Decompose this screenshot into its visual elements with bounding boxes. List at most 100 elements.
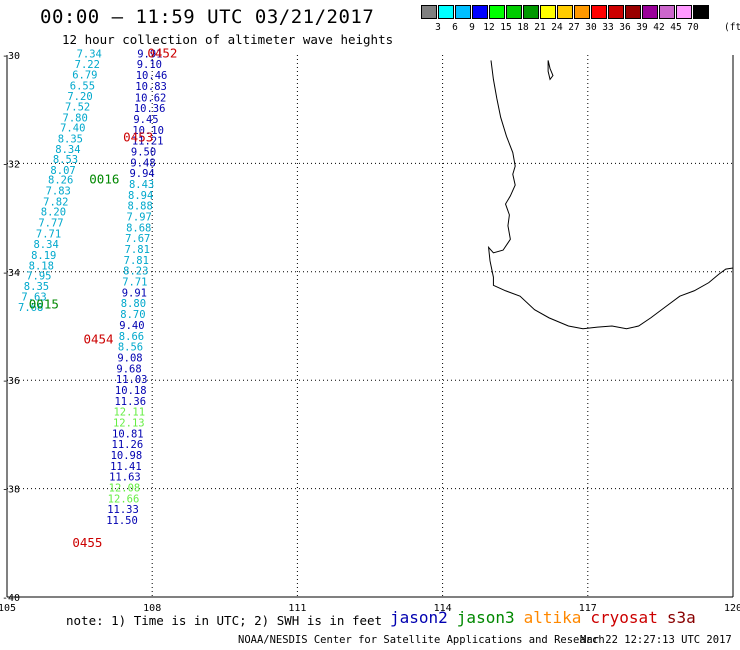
wave-height-value: 12.13 — [113, 417, 145, 429]
scale-swatch — [489, 5, 505, 19]
scale-swatch — [659, 5, 675, 19]
map-axes: 105 108 111 114 117 120 -30 -32 -34 -36 -38 -40 — [0, 51, 740, 614]
wave-height-value: 10.83 — [135, 81, 167, 93]
scale-swatch — [472, 5, 488, 19]
wave-height-value: 8.35 — [58, 133, 83, 145]
scale-tick-label: 21 — [534, 22, 546, 33]
scale-swatch — [574, 5, 590, 19]
lon-tick-label: 108 — [143, 603, 161, 614]
wave-height-value: 9.50 — [131, 146, 156, 158]
scale-swatch — [421, 5, 437, 19]
scale-tick-label: 3 — [435, 22, 441, 33]
wave-height-value: 11.21 — [132, 136, 164, 148]
scale-swatch — [642, 5, 658, 19]
wave-height-value: 10.10 — [132, 125, 164, 137]
wave-height-value: 11.26 — [112, 439, 144, 451]
wave-height-value: 11.36 — [114, 396, 146, 408]
lon-tick-label: 111 — [288, 603, 306, 614]
wave-height-value: 11.63 — [109, 472, 141, 484]
wave-height-value: 8.34 — [55, 144, 80, 156]
lat-tick-label: -32 — [2, 159, 20, 170]
wave-height-value: 8.88 — [128, 201, 153, 213]
scale-tick-label: 9 — [469, 22, 475, 33]
wave-height-value: 12.08 — [109, 483, 141, 495]
wave-height-value: 7.67 — [125, 233, 150, 245]
wave-height-value: 8.68 — [126, 222, 151, 234]
wave-height-value: 9.48 — [130, 157, 155, 169]
legend-item-jason3: jason3 — [456, 608, 515, 627]
lat-tick-label: -30 — [2, 51, 20, 62]
track-time-label: 0455 — [72, 535, 102, 550]
scale-swatch — [438, 5, 454, 19]
wave-height-value: 7.83 — [46, 186, 71, 198]
track-time-label: 0454 — [83, 332, 113, 347]
lat-tick-label: -34 — [2, 268, 20, 279]
scale-swatch — [455, 5, 471, 19]
track-time-label: 0016 — [89, 172, 119, 187]
wave-height-value: 12.66 — [108, 493, 140, 505]
scale-tick-label: 45 — [670, 22, 682, 33]
wave-height-value: 10.98 — [111, 450, 143, 462]
scale-swatch — [506, 5, 522, 19]
scale-tick-label: 24 — [551, 22, 563, 33]
wave-height-value: 7.82 — [43, 196, 68, 208]
scale-swatch — [523, 5, 539, 19]
wave-height-value: 9.08 — [117, 352, 142, 364]
scale-tick-label: 39 — [636, 22, 648, 33]
legend-item-altika: altika — [523, 608, 582, 627]
wave-height-value: 11.33 — [107, 504, 139, 516]
scale-tick-label: 15 — [500, 22, 512, 33]
wave-height-value: 8.66 — [119, 331, 144, 343]
scale-tick-label: 18 — [517, 22, 529, 33]
track-time-label: 0015 — [29, 296, 59, 311]
wave-height-value: 7.40 — [60, 123, 85, 135]
wave-height-value: 9.40 — [119, 320, 144, 332]
credit-line: NOAA/NESDIS Center for Satellite Applica… — [238, 634, 605, 646]
satellite-legend: jason2 jason3 altika cryosat s3a — [390, 608, 705, 627]
wave-height-value: 6.55 — [70, 80, 95, 92]
scale-tick-label: 12 — [483, 22, 495, 33]
wave-height-value: 8.80 — [121, 298, 146, 310]
legend-item-cryosat: cryosat — [590, 608, 658, 627]
wave-height-value: 12.11 — [113, 407, 145, 419]
map-title: 00:00 — 11:59 UTC 03/21/2017 — [40, 6, 375, 28]
wave-height-value: 7.81 — [125, 244, 150, 256]
wave-height-value: 9.10 — [137, 59, 162, 71]
wave-height-value: 10.18 — [115, 385, 147, 397]
lat-tick-label: -40 — [2, 593, 20, 604]
wave-height-value: 8.20 — [41, 207, 66, 219]
wave-height-value: 8.23 — [123, 266, 148, 278]
wave-height-value: 11.50 — [106, 515, 138, 527]
track-labels: 0452 0453 0016 0015 0454 0455 — [29, 45, 178, 549]
legend-item-jason2: jason2 — [390, 608, 448, 627]
wave-height-value: 8.34 — [33, 239, 58, 251]
wave-height-value: 8.18 — [29, 260, 54, 272]
wave-height-value: 10.46 — [136, 70, 168, 82]
wave-height-value: 7.81 — [124, 255, 149, 267]
lat-tick-label: -36 — [2, 376, 20, 387]
scale-tick-label: 70 — [687, 22, 699, 33]
coastline — [487, 60, 734, 330]
wave-height-value: 7.22 — [75, 59, 100, 71]
wave-height-value: 8.70 — [120, 309, 145, 321]
generated-timestamp: Mar 22 12:27:13 UTC 2017 — [580, 634, 732, 646]
wave-height-value: 9.91 — [137, 48, 162, 60]
wave-height-value: 9.94 — [129, 168, 154, 180]
wave-height-value: 11.03 — [116, 374, 148, 386]
scale-tick-label: 42 — [653, 22, 665, 33]
wave-height-value: 8.19 — [31, 250, 56, 262]
wave-height-value: 8.07 — [50, 165, 75, 177]
map-grid — [7, 55, 733, 597]
footer-note: note: 1) Time is in UTC; 2) SWH is in fe… — [66, 613, 383, 628]
lon-tick-label: 105 — [0, 603, 16, 614]
wave-height-value: 10.81 — [112, 428, 144, 440]
wave-height-value: 7.52 — [65, 101, 90, 113]
wave-height-value: 7.71 — [36, 228, 61, 240]
scale-unit-label: (ft) — [724, 22, 740, 33]
scale-swatch — [540, 5, 556, 19]
scale-tick-label: 27 — [568, 22, 580, 33]
scale-swatch — [625, 5, 641, 19]
wave-height-value: 7.80 — [63, 112, 88, 124]
wave-height-value: 7.77 — [38, 217, 63, 229]
